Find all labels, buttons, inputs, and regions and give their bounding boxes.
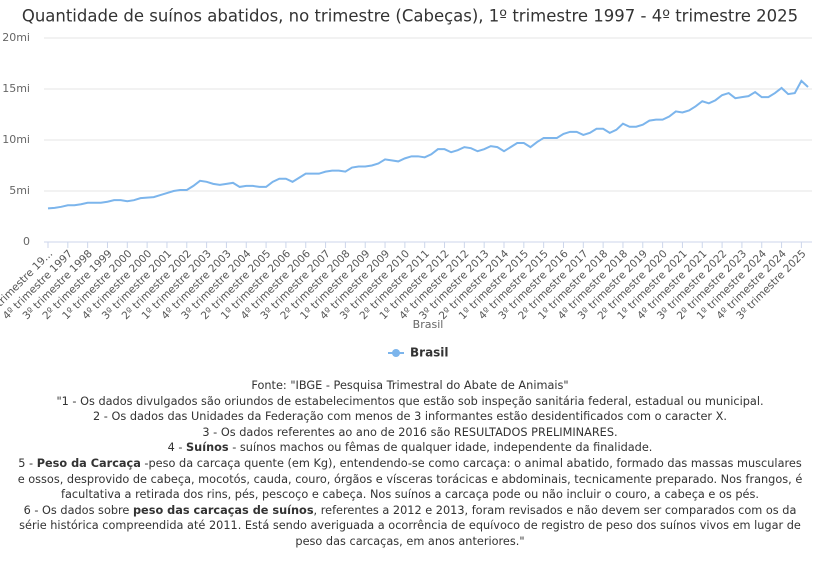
note-text: 5 - (18, 456, 37, 470)
note: 2 - Os dados das Unidades da Federação c… (14, 409, 806, 425)
note-text: 6 - Os dados sobre (23, 503, 133, 517)
note: "1 - Os dados divulgados são oriundos de… (14, 394, 806, 410)
chart: Quantidade de suínos abatidos, no trimes… (0, 7, 812, 360)
series-line (47, 79, 809, 210)
y-tick-label: 15mi (2, 82, 30, 95)
note: 6 - Os dados sobre peso das carcaças de … (14, 503, 806, 550)
x-axis-title: Brasil (413, 318, 444, 331)
note-bold-text: Suínos (186, 441, 229, 455)
note: 3 - Os dados referentes ao ano de 2016 s… (14, 425, 806, 441)
note-text: 4 - (167, 441, 187, 455)
legend-label: Brasil (410, 346, 449, 360)
note-text: , referentes a 2012 e 2013, foram revisa… (19, 503, 801, 548)
note-text: Fonte: "IBGE - Pesquisa Trimestral do Ab… (251, 379, 569, 392)
note-text: 2 - Os dados das Unidades da Federação c… (93, 410, 727, 424)
chart-title: Quantidade de suínos abatidos, no trimes… (22, 7, 798, 26)
note: 4 - Suínos - suínos machos ou fêmas de q… (14, 440, 806, 456)
notes: Fonte: "IBGE - Pesquisa Trimestral do Ab… (14, 378, 806, 550)
y-tick-label: 10mi (2, 133, 30, 146)
note-bold-text: Peso da Carcaça (36, 456, 141, 470)
note: Fonte: "IBGE - Pesquisa Trimestral do Ab… (14, 378, 806, 394)
legend-symbol (392, 349, 400, 357)
note-text: - suínos machos ou fêmas de qualquer ida… (228, 441, 653, 455)
legend-item[interactable]: Brasil (388, 346, 449, 360)
note-text: "1 - Os dados divulgados são oriundos de… (56, 394, 764, 408)
y-tick-label: 5mi (9, 184, 30, 197)
note-text: 3 - Os dados referentes ao ano de 2016 s… (202, 425, 618, 439)
note-bold-text: peso das carcaças de suínos (132, 503, 314, 517)
y-tick-label: 20mi (2, 31, 30, 44)
note: 5 - Peso da Carcaça -peso da carcaça que… (14, 456, 806, 503)
note-text: -peso da carcaça quente (em Kg), entende… (17, 456, 803, 502)
y-tick-label: 0 (23, 235, 30, 248)
